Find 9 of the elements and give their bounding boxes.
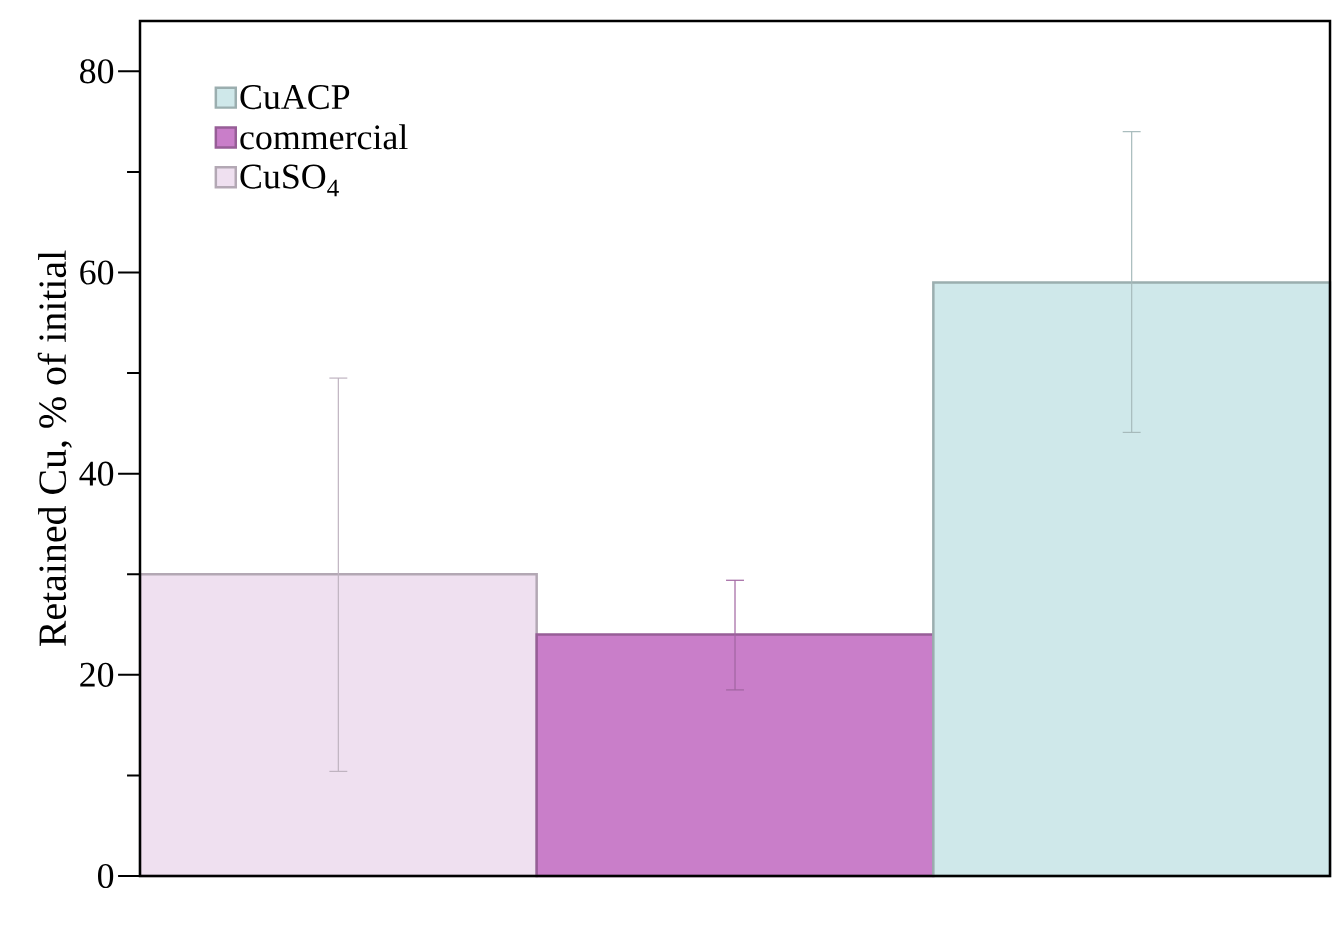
y-tick-label: 40 — [79, 461, 114, 486]
legend-label: CuACP — [240, 85, 350, 110]
y-axis-title: Retained Cu, % of initial — [37, 250, 72, 647]
y-tick-label: 0 — [97, 863, 114, 889]
y-tick-label: 80 — [80, 59, 114, 84]
legend-label: CuSO$_{4}$ — [240, 164, 339, 197]
legend-label: commercial — [240, 124, 408, 150]
y-tick-label: 60 — [80, 260, 114, 285]
y-tick-label: 20 — [80, 662, 114, 687]
